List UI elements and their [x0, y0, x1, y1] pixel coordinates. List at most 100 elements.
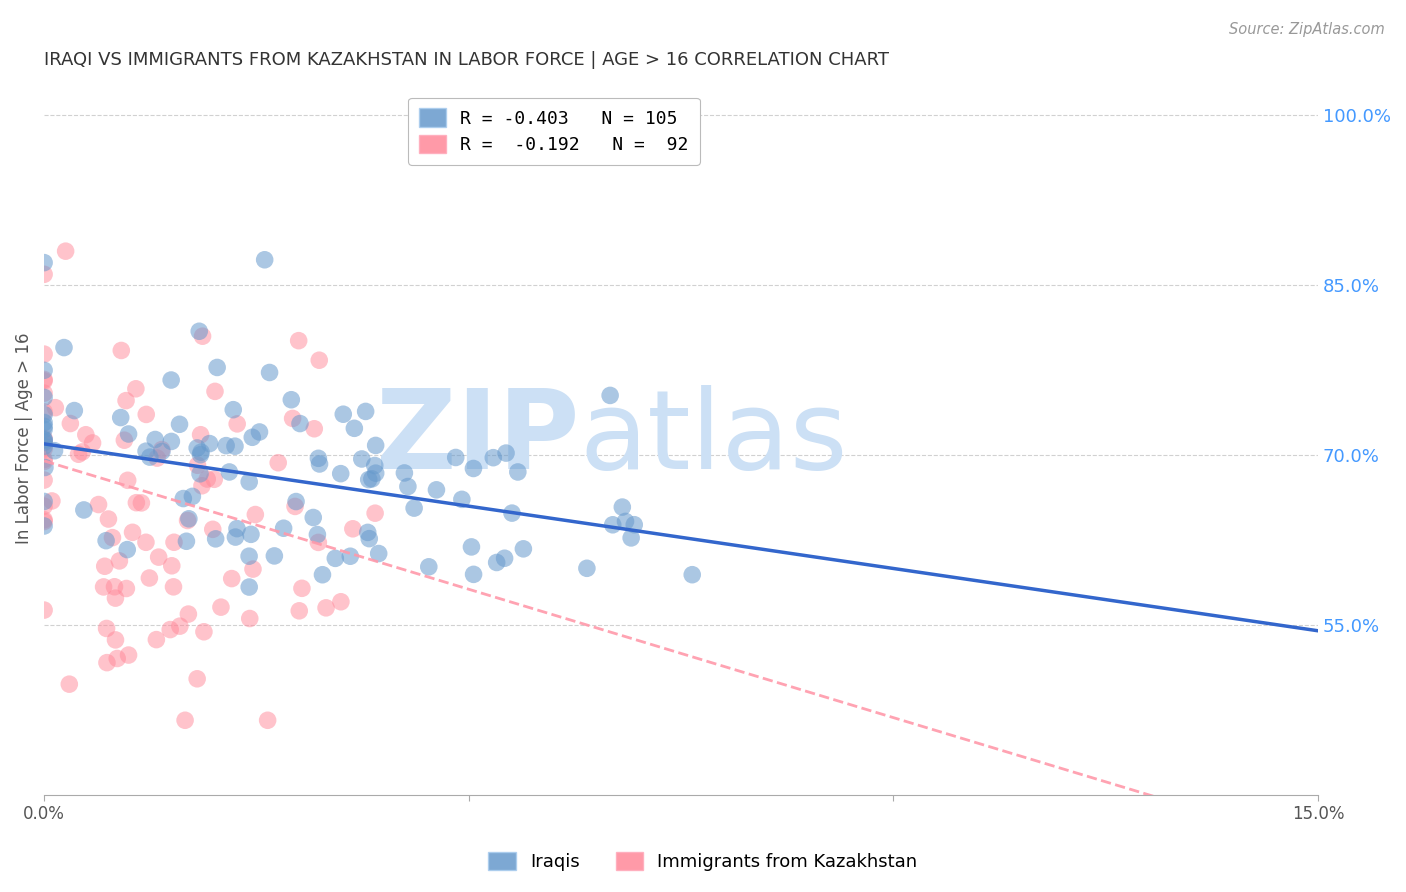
Point — [612, 500, 634, 514]
Point — [32, 386, 55, 401]
Point — [307, 535, 329, 549]
Point — [32, 433, 55, 447]
Point — [204, 384, 226, 399]
Point — [291, 582, 314, 596]
Point — [93, 559, 115, 574]
Text: ZIP: ZIP — [375, 384, 579, 491]
Point — [32, 433, 55, 447]
Point — [93, 580, 115, 594]
Point — [575, 561, 598, 575]
Point — [364, 438, 387, 452]
Point — [176, 514, 198, 528]
Point — [115, 393, 138, 408]
Point — [32, 431, 55, 445]
Point — [198, 436, 221, 450]
Point — [191, 329, 214, 343]
Point — [176, 534, 198, 549]
Point — [146, 451, 169, 466]
Point — [614, 515, 637, 529]
Point — [620, 531, 643, 545]
Point — [160, 558, 183, 573]
Point — [150, 444, 173, 458]
Text: atlas: atlas — [579, 384, 848, 491]
Point — [32, 255, 55, 269]
Point — [32, 422, 55, 436]
Y-axis label: In Labor Force | Age > 16: In Labor Force | Age > 16 — [15, 333, 32, 544]
Point — [190, 448, 212, 462]
Point — [148, 550, 170, 565]
Point — [181, 489, 204, 503]
Point — [460, 540, 482, 554]
Point — [72, 445, 94, 459]
Point — [117, 473, 139, 487]
Point — [150, 442, 173, 457]
Point — [32, 442, 55, 457]
Point — [32, 419, 55, 434]
Point — [256, 713, 278, 727]
Point — [105, 651, 128, 665]
Point — [55, 244, 77, 259]
Point — [190, 445, 212, 459]
Point — [238, 475, 260, 489]
Point — [193, 624, 215, 639]
Point — [87, 498, 110, 512]
Point — [82, 436, 104, 450]
Point — [204, 532, 226, 546]
Point — [32, 416, 55, 430]
Point — [104, 632, 127, 647]
Point — [304, 422, 326, 436]
Point — [32, 268, 55, 282]
Point — [117, 648, 139, 662]
Point — [209, 600, 232, 615]
Point — [112, 434, 135, 448]
Point — [145, 632, 167, 647]
Point — [501, 506, 523, 520]
Point — [186, 441, 208, 455]
Point — [284, 500, 307, 514]
Point — [53, 341, 76, 355]
Point — [75, 427, 97, 442]
Point — [240, 430, 263, 444]
Point — [32, 405, 55, 419]
Point — [96, 656, 118, 670]
Point — [135, 408, 157, 422]
Point — [343, 421, 366, 435]
Point — [221, 572, 243, 586]
Point — [135, 444, 157, 458]
Point — [32, 439, 55, 453]
Point — [110, 410, 132, 425]
Point — [357, 473, 380, 487]
Point — [311, 567, 333, 582]
Point — [186, 458, 208, 473]
Point — [143, 433, 166, 447]
Point — [242, 562, 264, 576]
Text: IRAQI VS IMMIGRANTS FROM KAZAKHSTAN IN LABOR FORCE | AGE > 16 CORRELATION CHART: IRAQI VS IMMIGRANTS FROM KAZAKHSTAN IN L… — [44, 51, 889, 69]
Point — [263, 549, 285, 563]
Point — [163, 535, 186, 549]
Point — [285, 494, 308, 508]
Point — [681, 567, 703, 582]
Point — [287, 334, 309, 348]
Point — [222, 402, 245, 417]
Point — [195, 472, 218, 486]
Point — [239, 611, 262, 625]
Point — [404, 501, 426, 516]
Point — [281, 411, 304, 425]
Point — [32, 494, 55, 508]
Point — [238, 580, 260, 594]
Point — [425, 483, 447, 497]
Point — [186, 672, 208, 686]
Point — [32, 408, 55, 422]
Point — [226, 522, 249, 536]
Point — [169, 417, 191, 432]
Point — [623, 517, 645, 532]
Point — [32, 390, 55, 404]
Point — [201, 522, 224, 536]
Legend: Iraqis, Immigrants from Kazakhstan: Iraqis, Immigrants from Kazakhstan — [481, 845, 925, 879]
Point — [115, 542, 138, 557]
Point — [97, 512, 120, 526]
Point — [108, 554, 131, 568]
Point — [267, 456, 290, 470]
Point — [101, 531, 124, 545]
Point — [63, 403, 86, 417]
